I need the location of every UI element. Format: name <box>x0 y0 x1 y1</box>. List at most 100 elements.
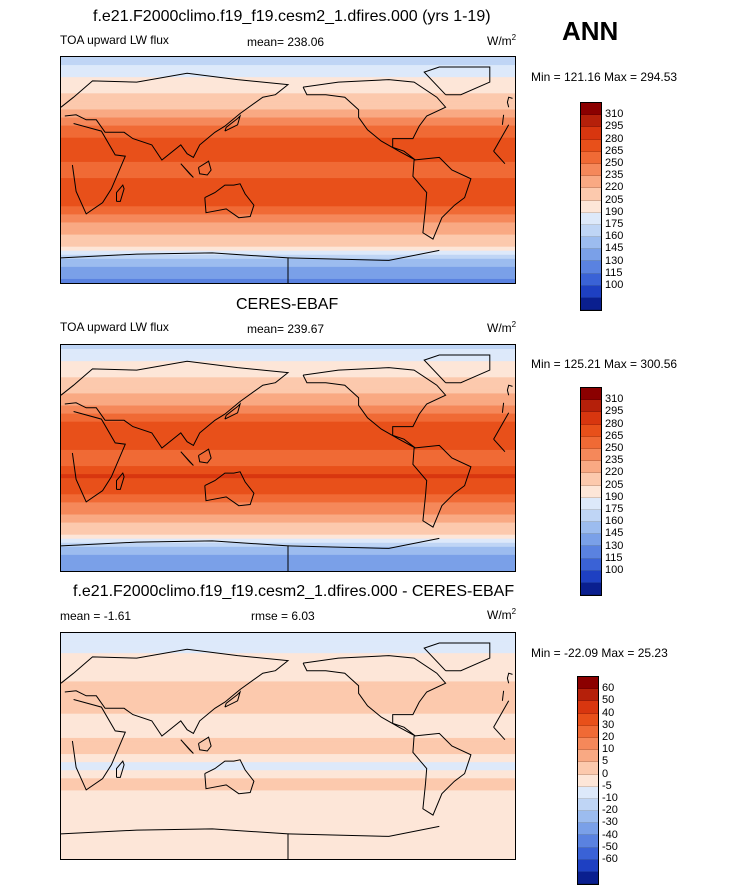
map-band <box>61 474 515 479</box>
map-band <box>61 194 515 199</box>
coastline <box>501 690 505 701</box>
colorbar-cell <box>581 412 601 425</box>
colorbar-tick-label: 280 <box>605 132 624 145</box>
panel2-left-label: TOA upward LW flux <box>60 320 169 334</box>
map-band <box>61 230 515 236</box>
map-band <box>61 369 515 374</box>
coastline <box>506 384 513 396</box>
coastline <box>412 156 472 240</box>
colorbar-cell <box>581 285 601 298</box>
map-band <box>61 810 515 816</box>
map-band <box>61 758 515 763</box>
colorbar-tick-label: 235 <box>605 454 624 467</box>
colorbar-tick-label: 205 <box>605 478 624 491</box>
coastline <box>180 451 194 466</box>
map-band <box>61 381 515 386</box>
map-band <box>61 798 515 804</box>
colorbar-cell <box>581 485 601 498</box>
colorbar-tick-label: 40 <box>602 706 615 719</box>
panel3-mean: mean = -1.61 <box>60 609 132 623</box>
colorbar-cell <box>581 139 601 152</box>
map-band <box>61 697 515 703</box>
map-band <box>61 433 515 439</box>
coastline <box>61 360 290 449</box>
colorbar-cell <box>581 583 601 596</box>
colorbar-tick-label: 265 <box>605 144 624 157</box>
coastline <box>198 160 212 176</box>
coastline <box>493 700 510 728</box>
map-band <box>61 246 515 252</box>
colorbar-tick-label: 0 <box>602 767 609 780</box>
coastline <box>116 184 125 202</box>
colorbar-cell <box>578 835 598 848</box>
map-band <box>61 133 515 139</box>
colorbar-cell <box>578 823 598 836</box>
coastline <box>423 66 491 96</box>
colorbar-tick-label: 100 <box>605 279 624 291</box>
map-band <box>61 97 515 102</box>
map-band <box>61 522 515 528</box>
coastline <box>61 72 290 161</box>
colorbar-cell <box>578 737 598 751</box>
map-band <box>61 178 515 183</box>
map-band <box>61 510 515 516</box>
colorbar-cell <box>581 388 601 401</box>
map-band <box>61 125 515 131</box>
map-band <box>61 349 515 354</box>
coastline <box>180 739 194 754</box>
colorbar-cell <box>581 400 601 413</box>
map-band <box>61 673 515 678</box>
colorbar-tick-label: 130 <box>605 254 624 267</box>
map-band <box>61 445 515 451</box>
map-band <box>61 649 515 654</box>
map-band <box>61 502 515 508</box>
map-band <box>61 413 515 419</box>
map-band <box>61 89 515 94</box>
colorbar-tick-label: -60 <box>602 853 618 865</box>
map-band <box>61 137 515 143</box>
map-band <box>61 161 515 167</box>
map-band <box>61 105 515 111</box>
map-band <box>61 409 515 415</box>
colorbar-cell <box>581 200 601 213</box>
map-band <box>61 401 515 407</box>
map-band <box>61 65 515 70</box>
colorbar-cell <box>578 811 598 824</box>
coastline <box>412 732 472 816</box>
panel3-minmax: Min = -22.09 Max = 25.23 <box>531 646 668 660</box>
colorbar-cell <box>578 798 598 812</box>
panel3-units: W/m2 <box>487 607 517 622</box>
map-band <box>61 117 515 123</box>
colorbar-cell <box>578 725 598 738</box>
map-band <box>61 218 515 224</box>
map-band <box>61 141 515 147</box>
map-band <box>61 818 515 824</box>
map-band <box>61 226 515 232</box>
colorbar-tick-label: 30 <box>602 718 615 731</box>
colorbar-tick-label: -50 <box>602 840 618 853</box>
map-band <box>61 170 515 175</box>
map-band <box>61 689 515 695</box>
map-band <box>61 830 515 836</box>
colorbar-cell <box>581 298 601 311</box>
map-band <box>61 657 515 662</box>
map-band <box>61 174 515 179</box>
map-band <box>61 693 515 699</box>
colorbar-cell <box>581 224 601 238</box>
coastline <box>71 699 127 791</box>
panel2-units: W/m2 <box>487 320 517 335</box>
colorbar-cell <box>578 872 598 885</box>
map-band <box>61 542 515 548</box>
coastline <box>302 79 447 161</box>
panel2-title: CERES-EBAF <box>236 296 339 313</box>
map-band <box>61 802 515 808</box>
colorbar-tick-label: 205 <box>605 193 624 206</box>
colorbar-tick-label: 60 <box>602 682 615 695</box>
panel3-map <box>60 632 516 860</box>
map-band <box>61 782 515 787</box>
colorbar-tick-label: 50 <box>602 694 615 707</box>
colorbar-tick-label: 160 <box>605 230 624 243</box>
map-band <box>61 721 515 727</box>
map-band <box>61 149 515 155</box>
panel3-rmse: rmse = 6.03 <box>251 609 315 623</box>
